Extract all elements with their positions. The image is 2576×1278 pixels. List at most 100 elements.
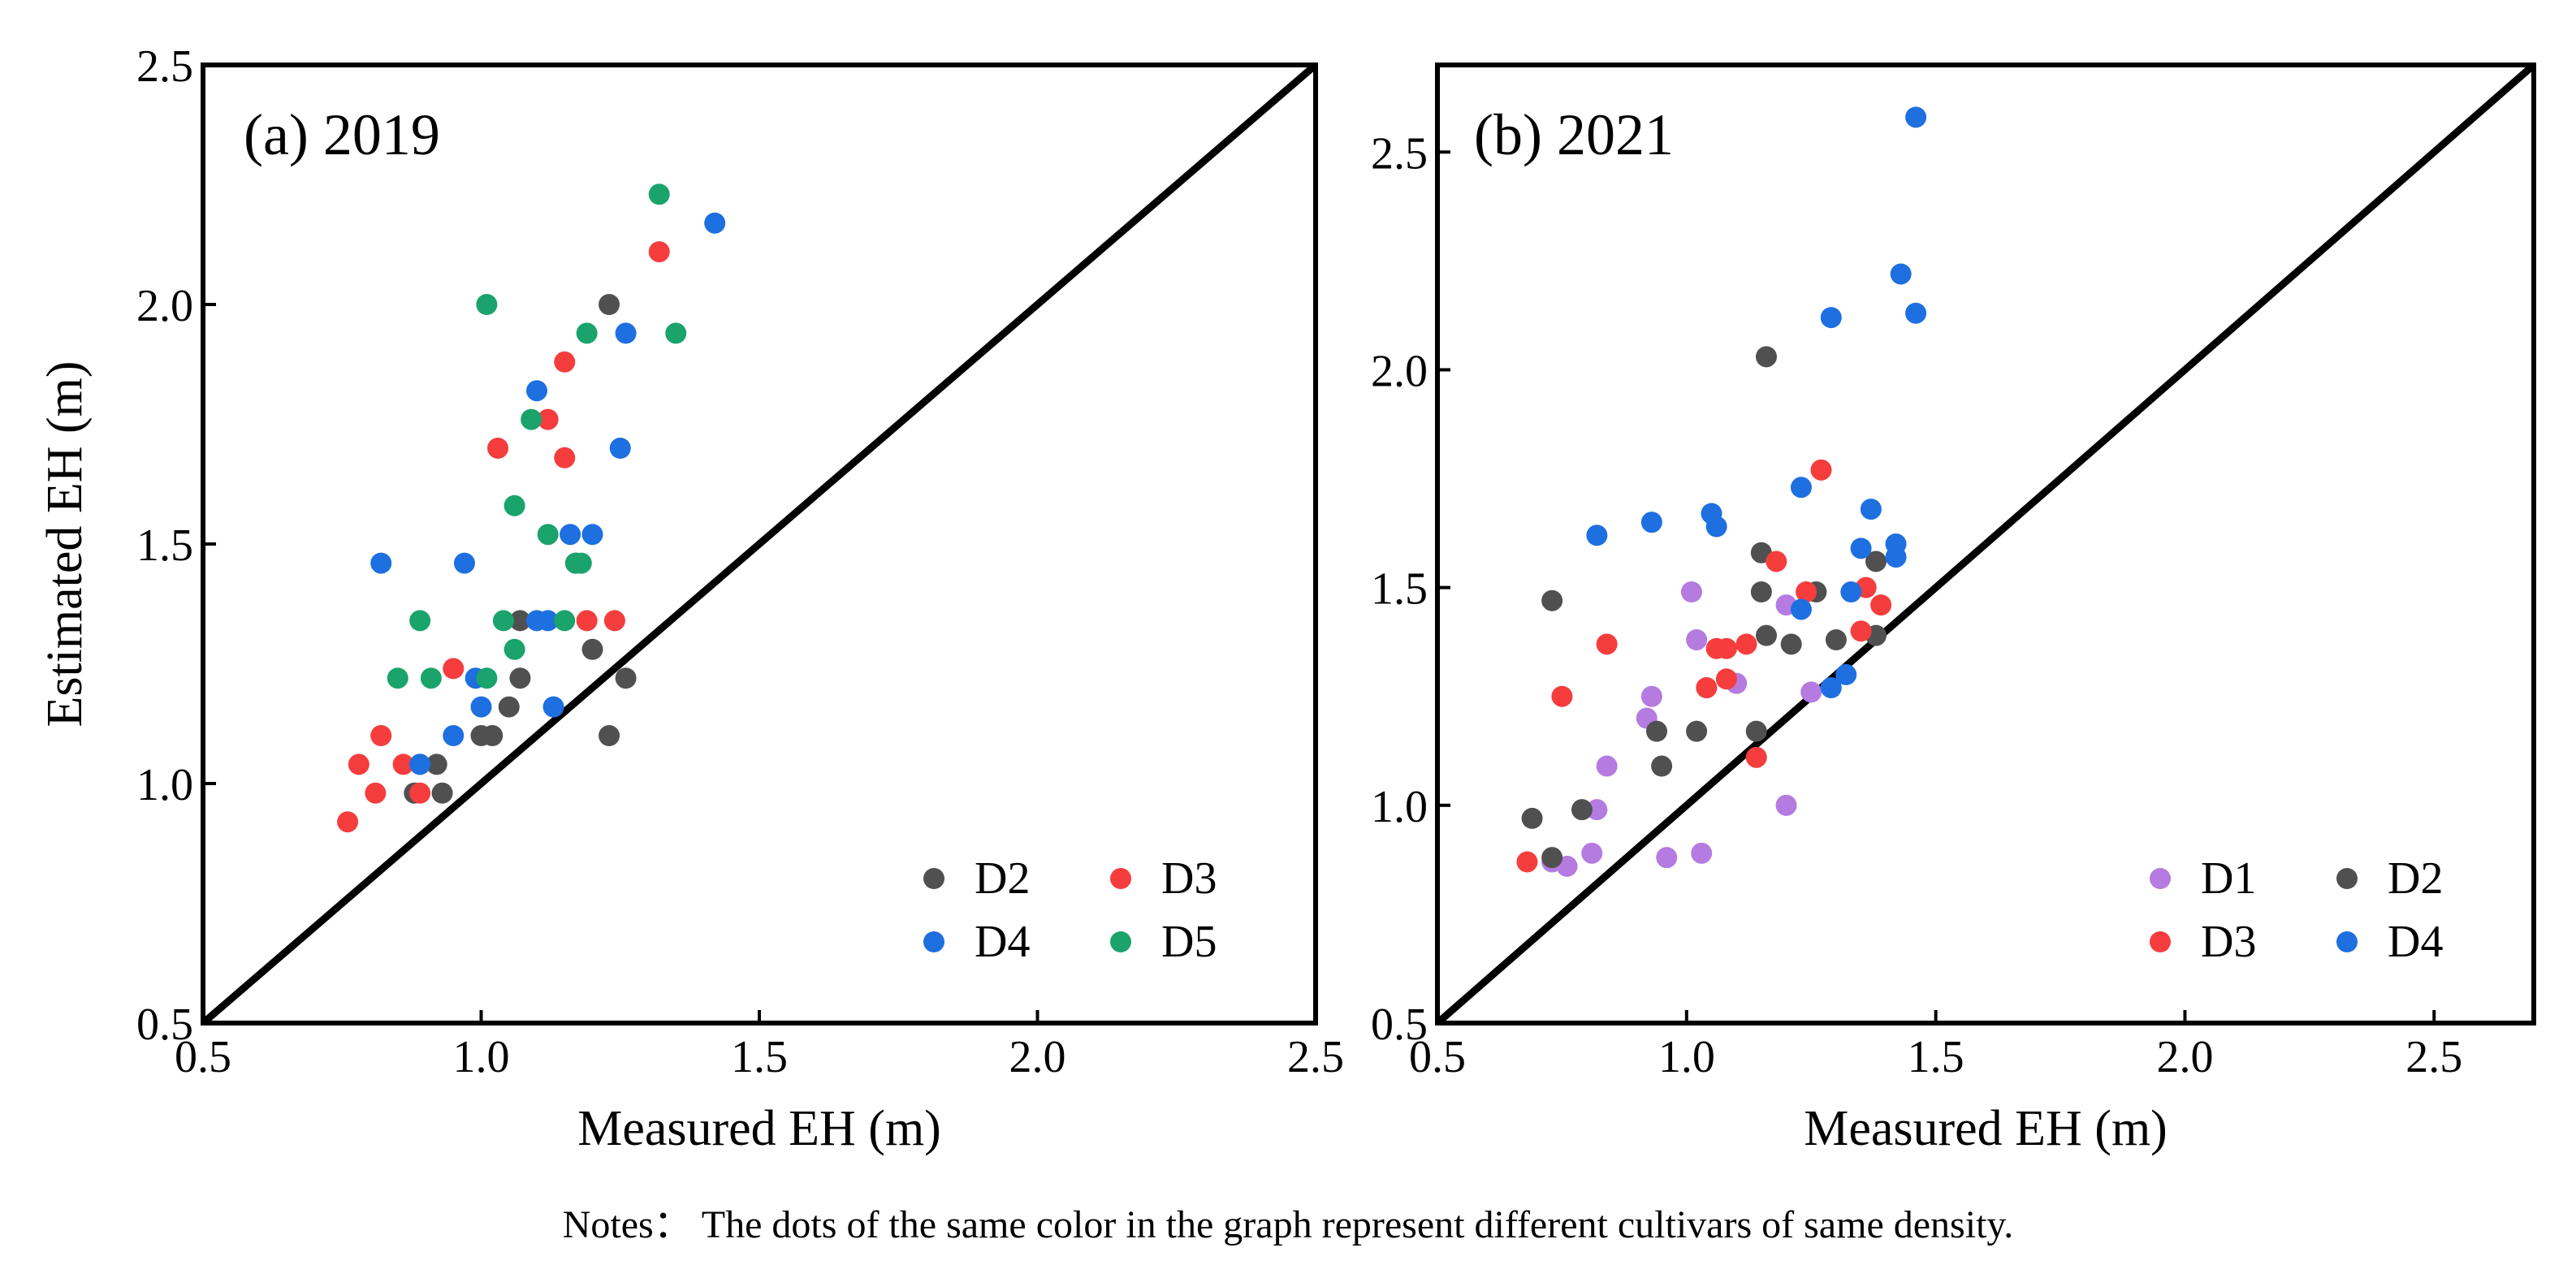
y-tick-label: 0.5 (1371, 1000, 1428, 1050)
point-d4 (526, 380, 547, 402)
x-axis-label: Measured EH (m) (577, 1101, 941, 1156)
point-d5 (665, 322, 687, 344)
point-d3 (1715, 668, 1737, 690)
point-d4 (370, 552, 392, 574)
point-d5 (504, 638, 525, 660)
point-d3 (487, 438, 509, 459)
point-d5 (492, 610, 514, 632)
point-d2 (615, 667, 637, 689)
point-d3 (1745, 746, 1767, 768)
y-tick-label: 1.0 (1371, 782, 1428, 832)
point-d1 (1686, 629, 1708, 650)
y-tick-label: 1.5 (136, 520, 193, 571)
point-d2 (470, 725, 492, 746)
panel-title: (a) 2019 (244, 102, 440, 167)
series-d1 (1541, 581, 1822, 877)
plot-frame (1435, 63, 2536, 1025)
point-d4 (1820, 307, 1842, 329)
y-tick-label: 0.5 (136, 1000, 193, 1050)
y-tick-label: 1.5 (1371, 564, 1428, 615)
series-d2 (1521, 346, 1887, 869)
point-d3 (537, 408, 559, 430)
point-d4 (1790, 477, 1812, 499)
panel-a-2019: 0.5 1.0 1.5 2.0 2.5 0.5 1.0 1.5 2.0 2.5 Measured E… (37, 41, 1344, 1156)
point-d2 (1651, 755, 1673, 777)
y-axis-label: Estimated EH (m) (37, 361, 93, 727)
x-tick-label: 2.5 (2405, 1032, 2462, 1082)
point-d2 (1686, 720, 1708, 742)
x-tick-label: 1.5 (731, 1032, 788, 1082)
point-d3 (1766, 550, 1787, 572)
legend-label-d2: D2 (975, 853, 1030, 904)
point-d3 (1850, 620, 1872, 642)
legend-label-d4: D4 (975, 917, 1030, 967)
point-d3 (1551, 685, 1573, 707)
legend-marker-d1 (2150, 868, 2171, 889)
legend-marker-d5 (1110, 931, 1131, 952)
point-d2 (509, 667, 531, 689)
legend-label-d2: D2 (2388, 853, 2443, 904)
point-d3 (1810, 459, 1832, 481)
point-d4 (615, 322, 637, 344)
point-d3 (603, 610, 625, 632)
point-d2 (599, 294, 620, 315)
point-d4 (1890, 263, 1912, 285)
legend-marker-d4 (923, 931, 944, 952)
point-d1 (1581, 842, 1603, 864)
point-d2 (1865, 550, 1887, 572)
point-d2 (1646, 720, 1667, 742)
point-d4 (581, 524, 603, 546)
point-d3 (1796, 581, 1817, 602)
point-d5 (476, 294, 498, 315)
legend-marker-d2 (2336, 868, 2358, 889)
point-d3 (648, 241, 670, 263)
point-d2 (1780, 633, 1802, 655)
point-d4 (1820, 677, 1842, 698)
point-d5 (476, 667, 498, 689)
point-d4 (1905, 302, 1927, 324)
x-tick-label: 1.0 (1658, 1032, 1715, 1082)
point-d2 (426, 753, 447, 775)
point-d5 (648, 183, 670, 205)
legend-marker-d3 (1110, 868, 1131, 889)
legend-label-d3: D3 (1161, 853, 1217, 904)
point-d2 (498, 696, 520, 718)
legend-label-d4: D4 (2388, 917, 2443, 967)
point-d4 (1905, 106, 1927, 128)
point-d3 (1735, 633, 1757, 655)
point-d2 (1571, 799, 1593, 821)
one-to-one-line (1435, 62, 2536, 1026)
y-tick-label: 2.0 (136, 281, 193, 331)
point-d4 (453, 552, 475, 574)
point-d3 (1870, 594, 1892, 616)
series-d3 (337, 241, 670, 833)
point-d5 (409, 610, 431, 632)
point-d3 (392, 753, 414, 775)
point-d4 (542, 696, 564, 718)
point-d4 (1860, 499, 1882, 520)
x-tick-label: 2.0 (1009, 1032, 1066, 1082)
point-d1 (1596, 755, 1618, 777)
legend-marker-d3 (2150, 931, 2171, 952)
point-d3 (554, 447, 576, 468)
figure-note: Notes： The dots of the same color in the… (562, 1203, 2014, 1246)
x-tick-label: 0.5 (1409, 1032, 1466, 1082)
legend-label-d5: D5 (1161, 917, 1217, 967)
y-tick-label: 2.5 (136, 41, 193, 92)
point-d5 (576, 322, 598, 344)
point-d3 (554, 351, 576, 373)
y-tick-label: 1.0 (136, 760, 193, 810)
point-d3 (1516, 851, 1538, 873)
point-d4 (1850, 538, 1872, 559)
point-d4 (443, 725, 465, 746)
point-d2 (1756, 624, 1777, 646)
point-d3 (409, 782, 431, 804)
point-d3 (443, 658, 465, 680)
point-d2 (1825, 629, 1847, 650)
point-d4 (1705, 516, 1727, 538)
point-d5 (387, 667, 408, 689)
point-d4 (1885, 546, 1907, 568)
x-tick-label: 2.0 (2156, 1032, 2213, 1082)
point-d2 (581, 638, 603, 660)
